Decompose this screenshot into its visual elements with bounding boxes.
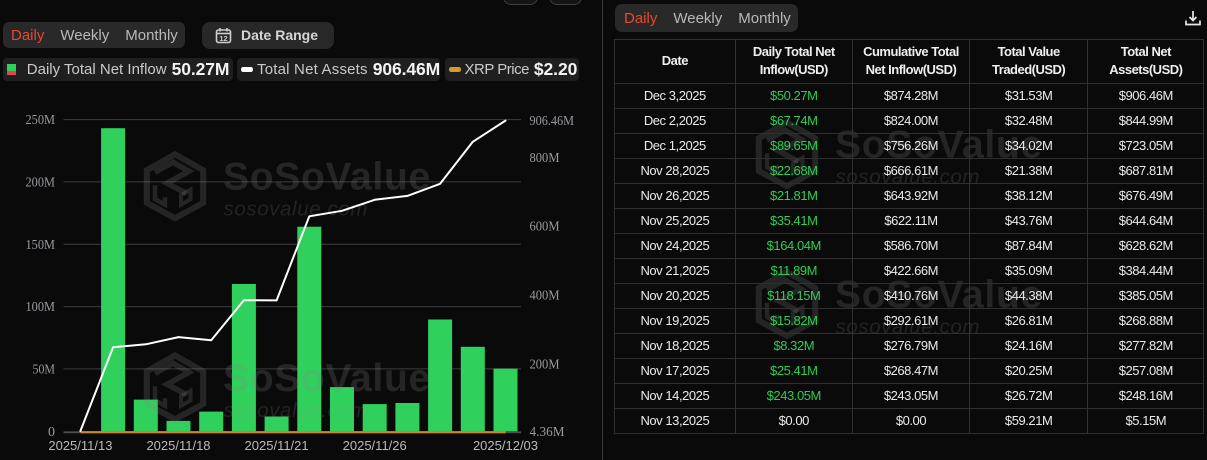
svg-text:2025/11/18: 2025/11/18 bbox=[146, 438, 210, 453]
svg-text:800M: 800M bbox=[530, 150, 560, 165]
svg-text:200M: 200M bbox=[26, 174, 56, 189]
svg-text:12: 12 bbox=[219, 34, 227, 43]
svg-text:400M: 400M bbox=[530, 288, 560, 303]
svg-text:150M: 150M bbox=[26, 237, 56, 252]
svg-text:2025/11/26: 2025/11/26 bbox=[343, 438, 407, 453]
svg-text:600M: 600M bbox=[530, 219, 560, 234]
svg-text:906.46M: 906.46M bbox=[530, 113, 575, 128]
svg-text:0: 0 bbox=[48, 424, 55, 439]
svg-text:250M: 250M bbox=[26, 112, 56, 127]
svg-text:4.36M: 4.36M bbox=[530, 424, 565, 439]
svg-text:2025/11/13: 2025/11/13 bbox=[48, 438, 112, 453]
svg-text:50M: 50M bbox=[33, 361, 56, 376]
svg-text:2025/12/03: 2025/12/03 bbox=[473, 438, 538, 453]
svg-text:200M: 200M bbox=[530, 356, 560, 371]
svg-text:100M: 100M bbox=[26, 299, 56, 314]
svg-text:2025/11/21: 2025/11/21 bbox=[245, 438, 309, 453]
